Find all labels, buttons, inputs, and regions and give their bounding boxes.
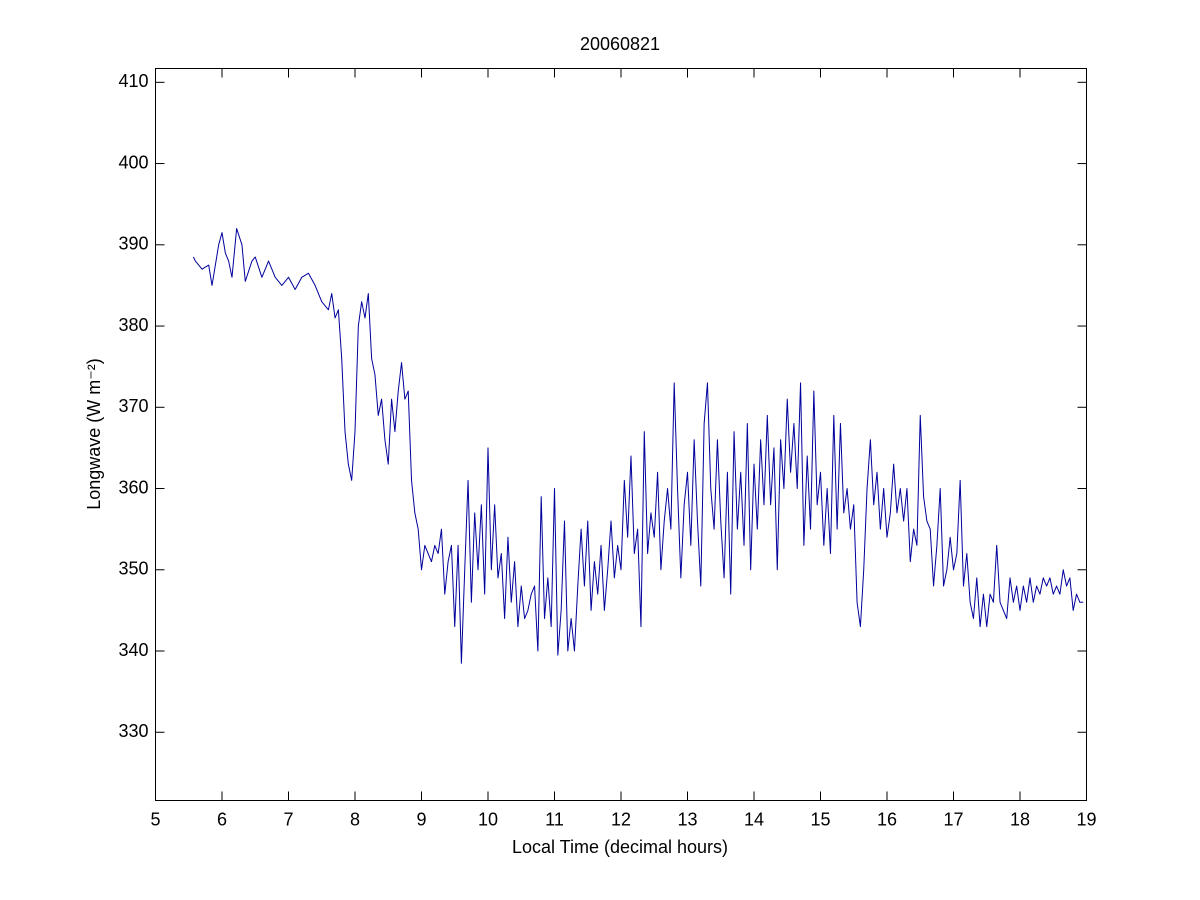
x-tick-label: 17 <box>943 809 963 829</box>
x-tick-label: 19 <box>1076 809 1096 829</box>
x-tick-label: 14 <box>744 809 764 829</box>
x-tick-label: 5 <box>150 809 160 829</box>
x-tick-label: 11 <box>545 809 564 829</box>
y-tick-label: 340 <box>118 640 148 660</box>
plot-area <box>155 68 1087 801</box>
y-tick-label: 360 <box>118 477 148 497</box>
y-tick-label: 370 <box>118 396 148 416</box>
x-tick-label: 10 <box>478 809 498 829</box>
y-tick-label: 400 <box>118 152 148 172</box>
x-tick-label: 13 <box>677 809 697 829</box>
data-line <box>192 228 1084 664</box>
y-tick-label: 410 <box>118 71 148 91</box>
x-tick-label: 6 <box>217 809 227 829</box>
y-tick-label: 380 <box>118 315 148 335</box>
y-tick-label: 330 <box>118 721 148 741</box>
y-tick-label: 350 <box>118 559 148 579</box>
y-axis-label: Longwave (W m⁻²) <box>84 358 104 510</box>
y-tick-label: 390 <box>118 234 148 254</box>
x-tick-label: 18 <box>1010 809 1030 829</box>
x-tick-label: 12 <box>611 809 631 829</box>
x-tick-label: 8 <box>350 809 360 829</box>
chart-title: 20060821 <box>580 34 660 54</box>
x-tick-label: 9 <box>416 809 426 829</box>
x-axis-label: Local Time (decimal hours) <box>512 837 728 857</box>
x-tick-label: 16 <box>877 809 897 829</box>
x-tick-label: 15 <box>810 809 830 829</box>
x-tick-label: 7 <box>283 809 293 829</box>
